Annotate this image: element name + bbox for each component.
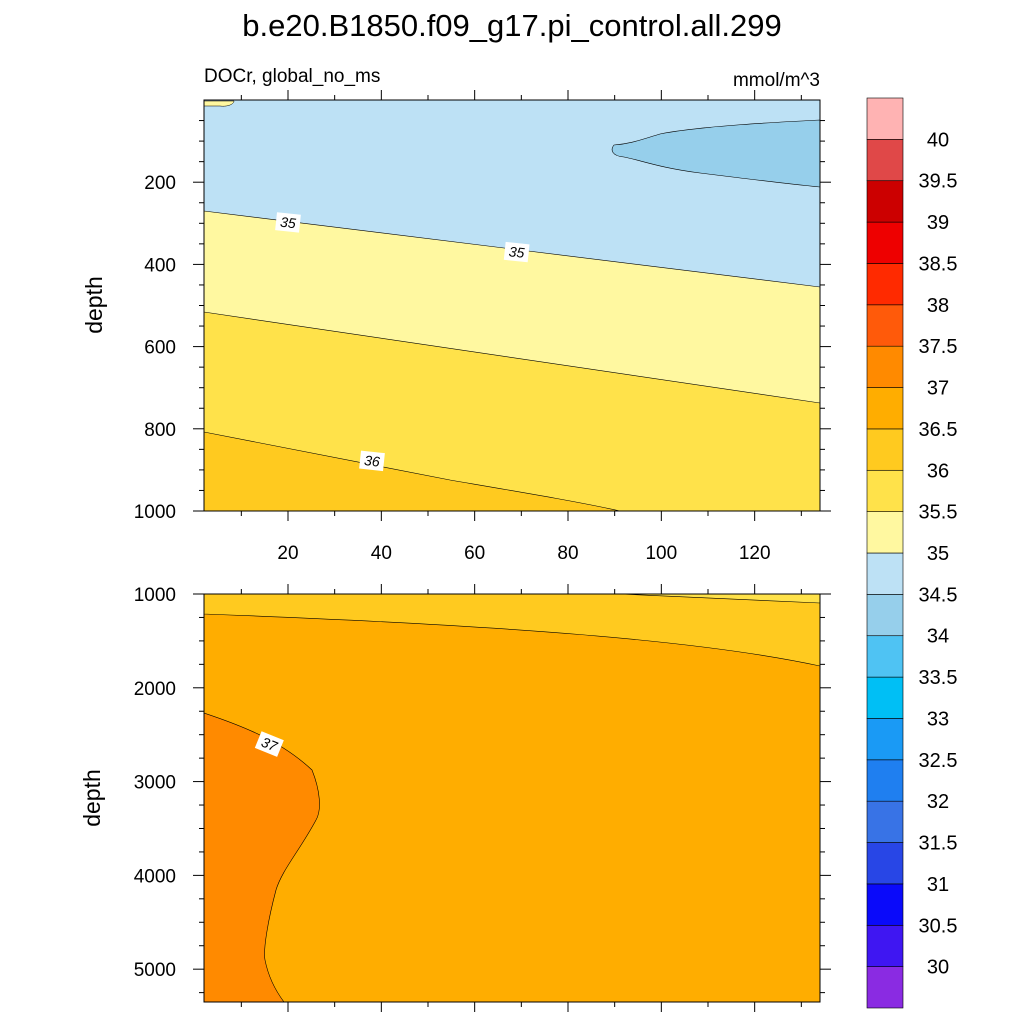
colorbar-swatch <box>866 180 904 223</box>
contour-label-text: 37 <box>259 734 281 755</box>
y-tick-label: 5000 <box>134 960 176 981</box>
colorbar-swatch <box>866 139 904 182</box>
contour-label-bg <box>503 241 530 263</box>
colorbar-level-label: 40 <box>927 129 949 151</box>
colorbar-swatch <box>866 635 904 678</box>
colorbar-level-label: 32 <box>927 791 949 813</box>
region-35.5-36 <box>204 311 820 511</box>
colorbar-swatch <box>866 263 904 306</box>
contour-label-text: 35 <box>279 214 296 232</box>
y-tick-label: 3000 <box>134 773 176 794</box>
x-tick-label: 100 <box>645 543 677 564</box>
colorbar-level-label: 36 <box>927 460 949 482</box>
colorbar-swatch <box>866 718 904 761</box>
y-tick-label: 1000 <box>134 502 176 523</box>
contour-label-bg <box>275 212 301 233</box>
tiny-patch-top-left <box>204 100 235 107</box>
colorbar-swatch <box>866 469 904 512</box>
contour-label: 36 <box>359 450 385 472</box>
lower-depth-label: depth <box>79 769 105 827</box>
lower-ticks: 1000 2000 3000 4000 5000 <box>134 584 831 1012</box>
y-tick-label: 4000 <box>134 866 176 887</box>
lower-panel: 1000 2000 3000 4000 5000 37 depth <box>79 584 831 1012</box>
colorbar-swatch <box>866 924 904 967</box>
colorbar-swatch <box>866 345 904 388</box>
x-tick-label: 20 <box>277 543 298 564</box>
colorbar-level-label: 30 <box>927 957 949 979</box>
y-tick-label: 400 <box>144 255 176 276</box>
colorbar-swatch <box>866 594 904 637</box>
colorbar-level-label: 36.5 <box>919 419 958 441</box>
colorbar-swatch <box>866 304 904 347</box>
colorbar-swatch <box>866 966 904 1009</box>
upper-contour-labels: 35 35 36 <box>275 212 530 472</box>
colorbar-level-label: 32.5 <box>919 750 958 772</box>
y-tick-label: 2000 <box>134 679 176 700</box>
colorbar-level-label: 31.5 <box>919 833 958 855</box>
colorbar-swatch <box>866 842 904 885</box>
contour-label: 37 <box>254 731 284 757</box>
colorbar-swatch <box>866 221 904 264</box>
colorbar-level-label: 31 <box>927 874 949 896</box>
colorbar-swatch <box>866 800 904 843</box>
x-tick-label: 120 <box>739 543 771 564</box>
region-34-34.5 <box>611 119 820 188</box>
upper-depth-label: depth <box>81 276 107 334</box>
colorbar-level-label: 38 <box>927 295 949 317</box>
colorbar-level-label: 33.5 <box>919 667 958 689</box>
colorbar: 30 30.5 31 31.5 32 32.5 33 33.5 34 34.5 35 35.5 36 36… <box>866 97 958 1009</box>
region-37-37.5 <box>204 712 320 1002</box>
contour-label-bg <box>359 450 385 472</box>
colorbar-level-label: 39 <box>927 212 949 234</box>
colorbar-level-label: 39.5 <box>919 171 958 193</box>
colorbar-level-label: 35.5 <box>919 502 958 524</box>
colorbar-swatch <box>866 676 904 719</box>
upper-ticks: 20 40 60 80 100 120 200 400 600 800 1000 <box>134 90 831 564</box>
contour-label: 35 <box>275 212 301 233</box>
colorbar-swatch <box>866 883 904 926</box>
variable-label: DOCr, global_no_ms <box>204 66 380 87</box>
upper-panel: 20 40 60 80 100 120 200 400 600 800 1000 35 35 36 de… <box>81 90 831 564</box>
x-tick-label: 80 <box>557 543 578 564</box>
colorbar-level-label: 35 <box>927 543 949 565</box>
region-36-36.5-lower <box>204 594 820 667</box>
contour-label-text: 36 <box>363 452 380 470</box>
colorbar-level-label: 37.5 <box>919 336 958 358</box>
colorbar-level-label: 34 <box>927 626 949 648</box>
colorbar-swatch <box>866 759 904 802</box>
contour-label: 35 <box>503 241 530 263</box>
colorbar-level-label: 30.5 <box>919 915 958 937</box>
y-tick-label: 200 <box>144 173 176 194</box>
y-tick-label: 1000 <box>134 585 176 606</box>
contour-label-text: 35 <box>508 243 525 261</box>
x-tick-label: 40 <box>371 543 392 564</box>
colorbar-swatch <box>866 511 904 554</box>
colorbar-swatch <box>866 97 904 140</box>
colorbar-swatch <box>866 387 904 430</box>
colorbar-level-label: 33 <box>927 708 949 730</box>
x-tick-label: 60 <box>464 543 485 564</box>
y-tick-label: 800 <box>144 420 176 441</box>
colorbar-swatch <box>866 428 904 471</box>
chart-title: b.e20.B1850.f09_g17.pi_control.all.299 <box>242 8 782 43</box>
colorbar-level-label: 37 <box>927 378 949 400</box>
colorbar-level-label: 34.5 <box>919 584 958 606</box>
y-tick-label: 600 <box>144 338 176 359</box>
units-label: mmol/m^3 <box>733 70 820 91</box>
colorbar-level-label: 38.5 <box>919 253 958 275</box>
lower-frame <box>203 593 821 1003</box>
contour-label-bg <box>254 731 284 757</box>
lower-contour-labels: 37 <box>254 731 284 757</box>
colorbar-swatch <box>866 552 904 595</box>
